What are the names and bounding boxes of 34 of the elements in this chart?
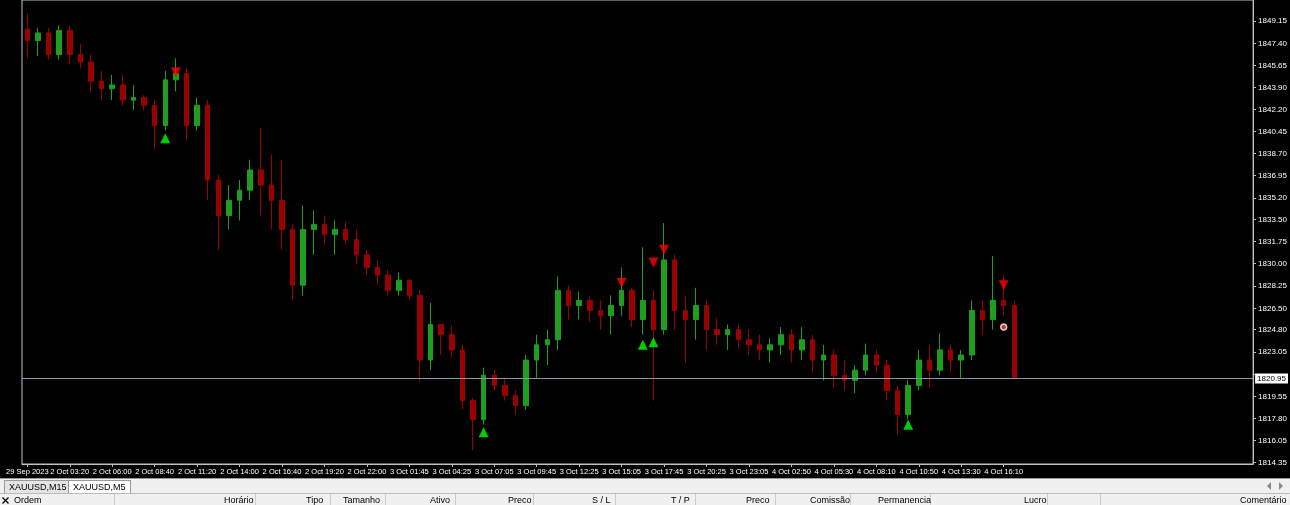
text: Tamanho	[343, 494, 381, 505]
text: Preco	[746, 494, 770, 505]
text: T / P	[671, 494, 690, 505]
y-tick-label: 1847.40	[1258, 38, 1288, 48]
y-tick-label: 1826.50	[1258, 303, 1288, 313]
y-tick-label: 1831.75	[1258, 237, 1288, 247]
y-tick-label: 1817.80	[1258, 413, 1288, 423]
text: Ativo	[430, 494, 451, 505]
y-tick-label: 1814.35	[1258, 457, 1288, 467]
y-tick-label: 1816.05	[1258, 436, 1288, 446]
y-tick-label: 1849.15	[1258, 16, 1288, 26]
y-tick-label: 1835.20	[1258, 193, 1288, 203]
y-tick-label: 1838.70	[1258, 148, 1288, 158]
ref-line-label: 1820.95	[1257, 373, 1287, 383]
y-tick-label: 1843.90	[1258, 82, 1288, 92]
text: Horário	[224, 494, 254, 505]
y-tick-label: 1819.55	[1258, 391, 1288, 401]
text: Lucro	[1024, 494, 1047, 505]
y-tick-label: 1828.25	[1258, 281, 1288, 291]
y-tick-label: 1845.65	[1258, 60, 1288, 70]
y-tick-label: 1833.50	[1258, 214, 1288, 224]
y-tick-label: 1823.05	[1258, 347, 1288, 357]
text: Ordem	[14, 494, 42, 505]
y-tick-label: 1842.20	[1258, 104, 1288, 114]
text: Tipo	[306, 494, 324, 505]
text: Comentário	[1240, 494, 1287, 505]
text: Preco	[508, 494, 532, 505]
y-tick-label: 1830.00	[1258, 259, 1288, 269]
y-tick-label: 1836.95	[1258, 171, 1288, 181]
text: S / L	[592, 494, 611, 505]
text: Permanencia	[878, 494, 932, 505]
y-tick-label: 1840.45	[1258, 126, 1288, 136]
y-tick-label: 1824.80	[1258, 325, 1288, 335]
text: Comissão	[810, 494, 851, 505]
